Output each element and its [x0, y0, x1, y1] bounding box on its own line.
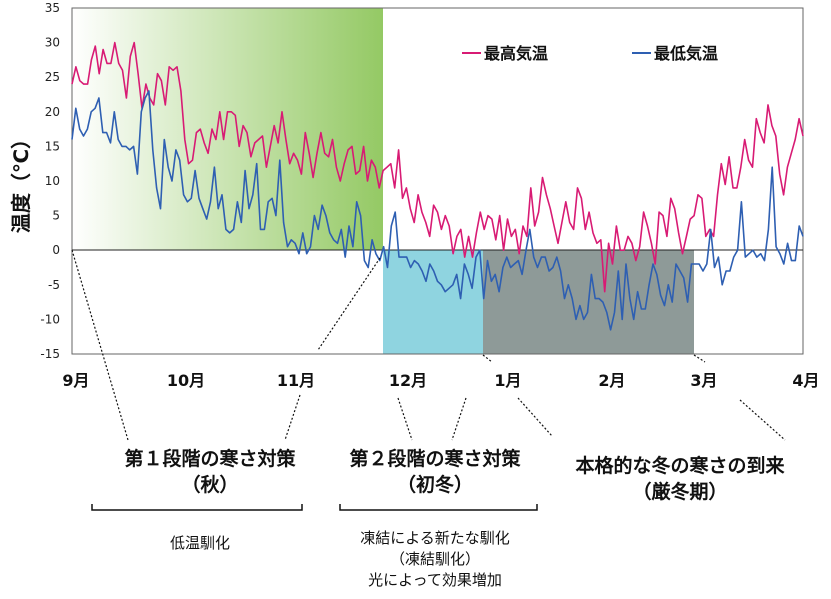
- x-month-label: 2月: [598, 371, 625, 390]
- plot-frame: [71, 7, 804, 355]
- callout-line: [517, 397, 553, 437]
- y-tick-label: 15: [45, 139, 60, 153]
- x-month-label: 1月: [494, 371, 521, 390]
- stage-2-title: 第２段階の寒さ対策 （初冬）: [349, 448, 521, 496]
- callout-lines: [71, 249, 786, 441]
- x-month-label: 3月: [690, 371, 717, 390]
- y-axis-label: 温度（℃）: [9, 129, 33, 233]
- y-tick-label: -15: [40, 347, 60, 361]
- y-tick-label: -10: [40, 312, 60, 326]
- bracket-1: [91, 504, 303, 511]
- period-autumn-shading: [72, 8, 383, 250]
- y-tick-label: 35: [45, 1, 60, 15]
- callout-line: [451, 397, 467, 441]
- x-month-label: 4月: [792, 371, 819, 390]
- callout-line: [739, 399, 786, 441]
- callout-line: [482, 354, 493, 363]
- y-tick-label: 10: [45, 174, 60, 188]
- y-tick-label: 30: [45, 36, 60, 50]
- y-tick-label: 5: [52, 209, 60, 223]
- note-freeze-acclimation: 凍結による新たな馴化 （凍結馴化） 光によって効果増加: [360, 529, 510, 589]
- x-month-label: 12月: [389, 371, 427, 390]
- y-tick-label: 0: [52, 243, 60, 257]
- legend-max-label: 最高気温: [484, 44, 548, 63]
- y-tick-label: 20: [45, 105, 60, 119]
- series-line-max: [71, 41, 804, 293]
- stage-3-title: 本格的な冬の寒さの到来 （厳冬期）: [575, 455, 785, 503]
- bracket-2: [339, 504, 538, 511]
- x-month-label: 11月: [277, 371, 315, 390]
- note-cold-acclimation: 低温馴化: [169, 534, 230, 552]
- stage-1-title: 第１段階の寒さ対策 （秋）: [124, 448, 296, 496]
- y-tick-label: 25: [45, 70, 60, 84]
- callout-line: [284, 394, 301, 441]
- callout-line: [693, 354, 706, 363]
- callout-line: [397, 397, 413, 441]
- y-tick-label: -5: [48, 278, 60, 292]
- x-month-label: 10月: [167, 371, 205, 390]
- period-early-winter-shading: [383, 250, 483, 354]
- legend: 最高気温 最低気温: [462, 44, 718, 63]
- callout-line: [71, 249, 129, 441]
- series-line-min: [71, 90, 804, 331]
- x-month-label: 9月: [62, 371, 89, 390]
- legend-min-label: 最低気温: [654, 44, 718, 63]
- callout-line: [317, 257, 381, 351]
